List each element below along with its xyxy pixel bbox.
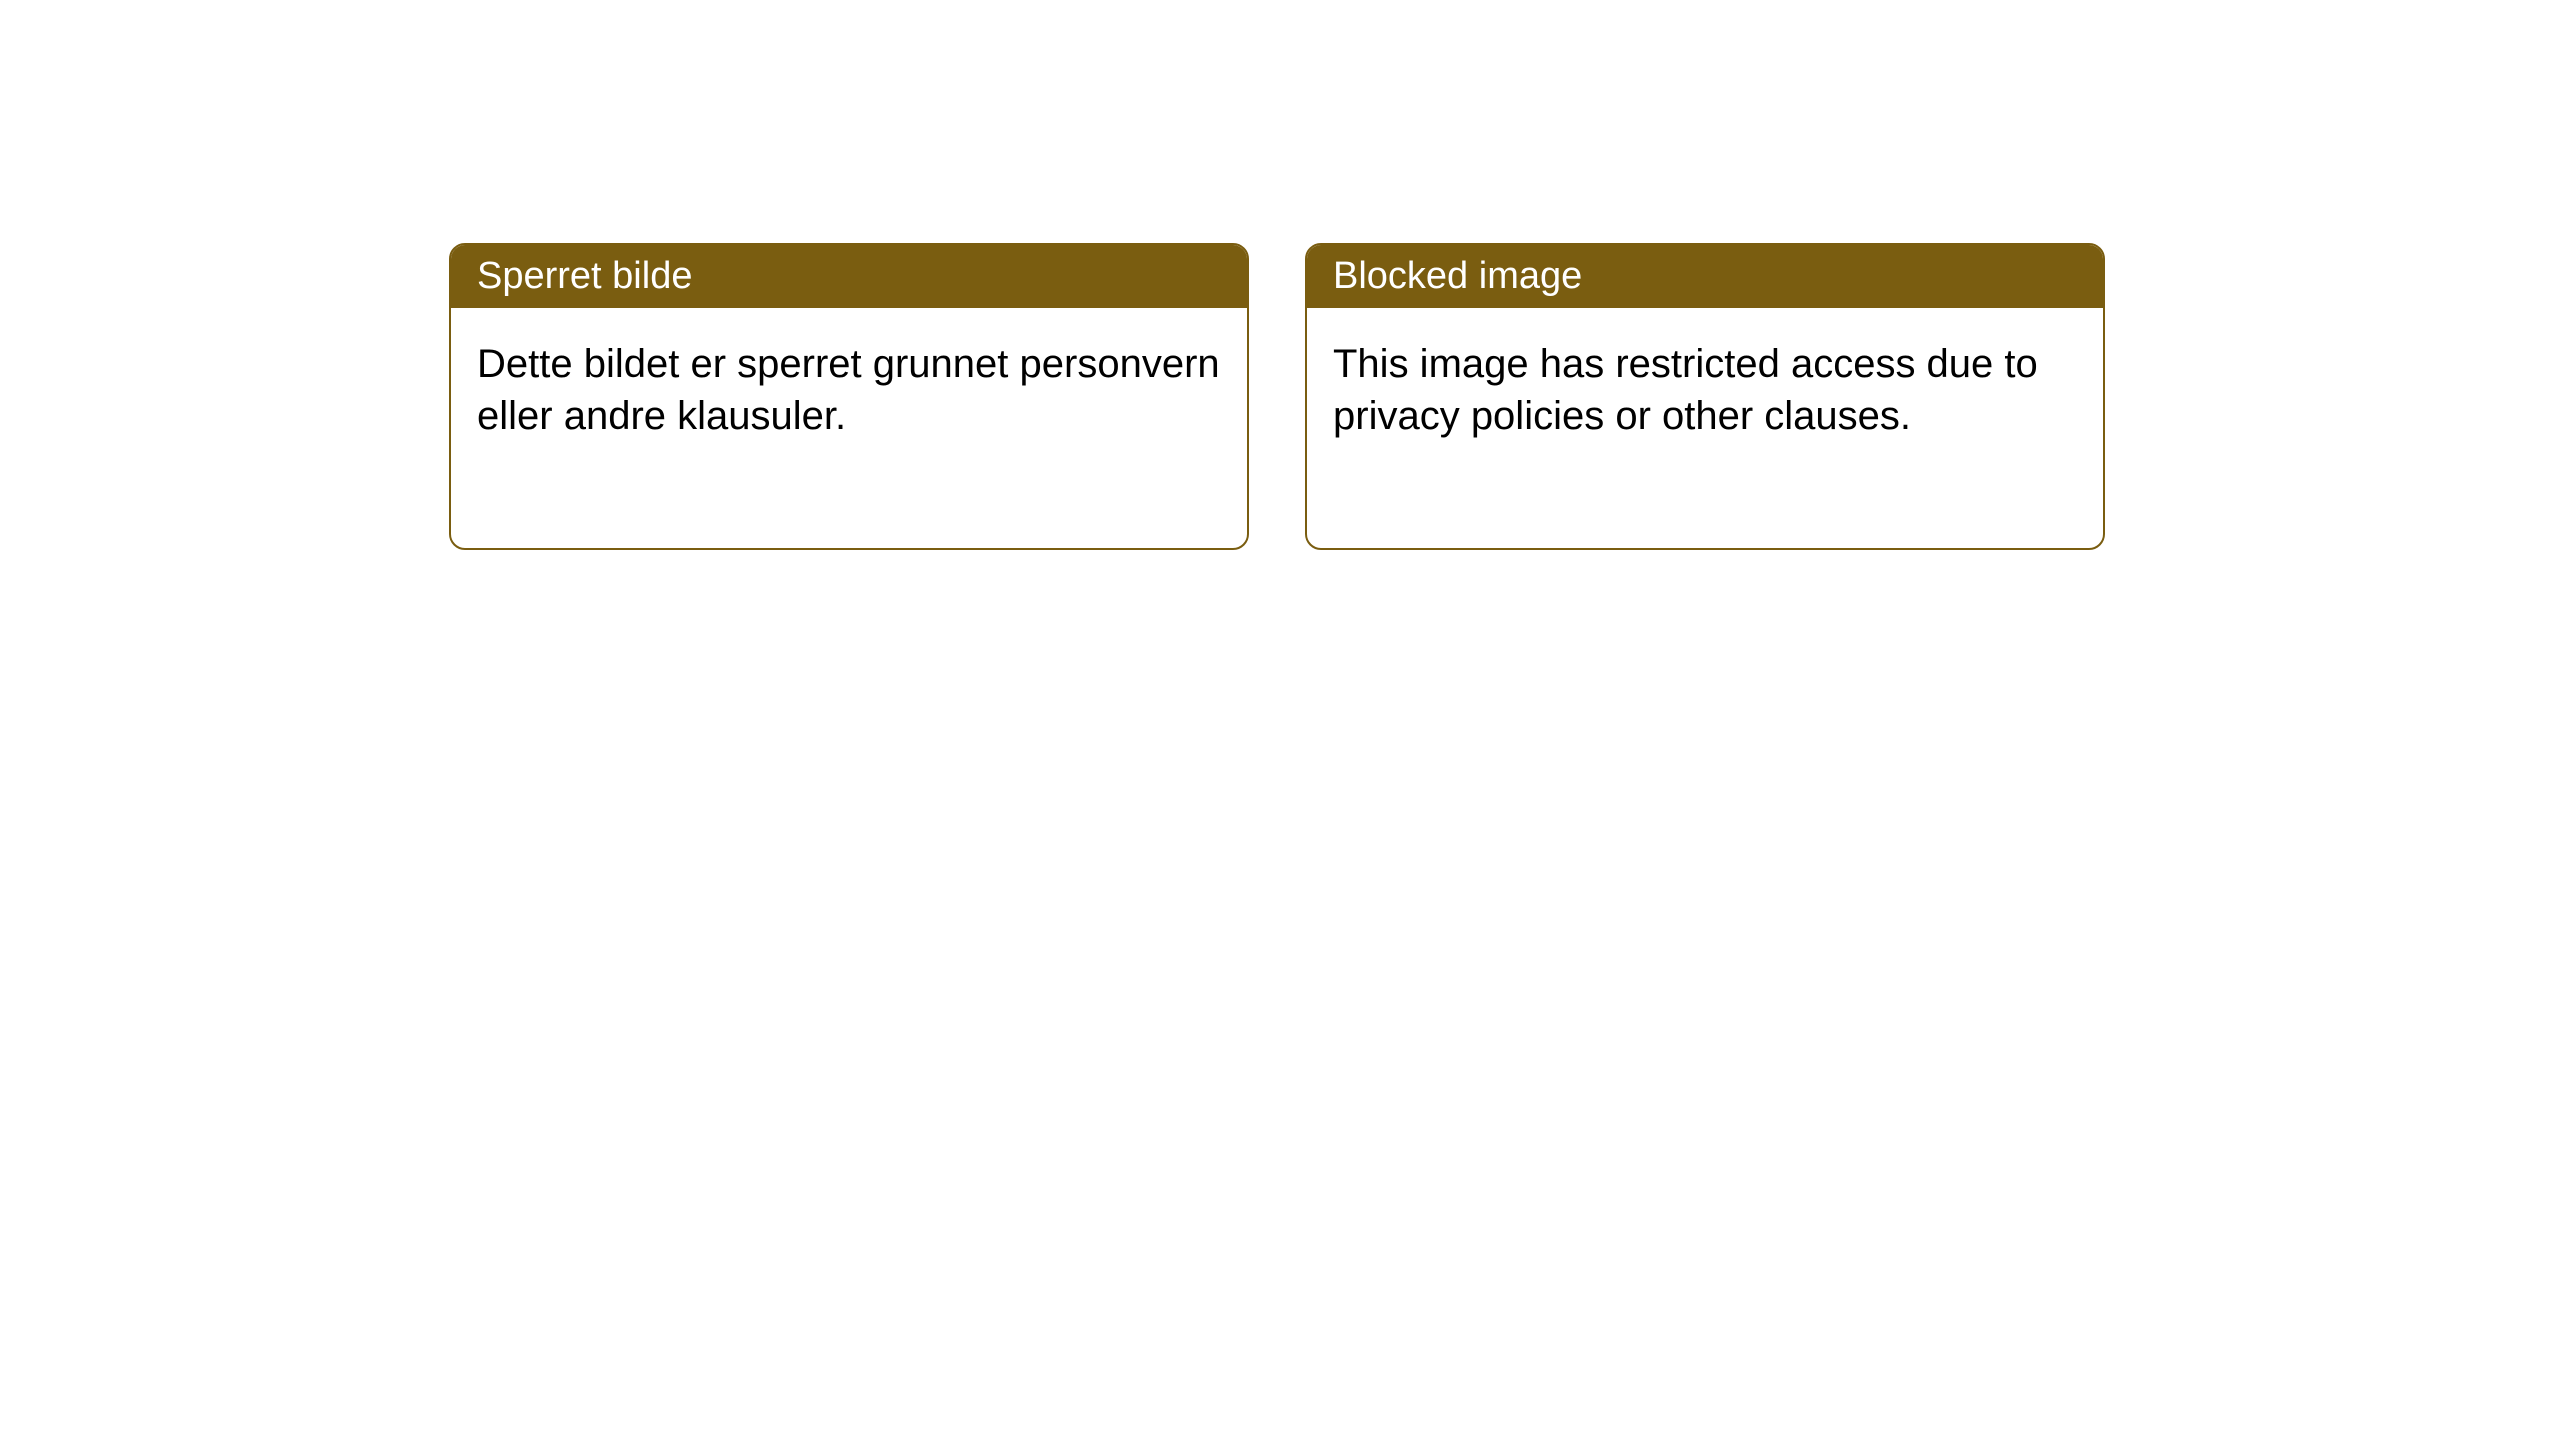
- notice-header-no: Sperret bilde: [451, 245, 1247, 308]
- notice-card-no: Sperret bilde Dette bildet er sperret gr…: [449, 243, 1249, 550]
- notice-title-en: Blocked image: [1333, 255, 1582, 297]
- notice-body-text-en: This image has restricted access due to …: [1333, 342, 2038, 438]
- notice-body-en: This image has restricted access due to …: [1307, 308, 2103, 548]
- notice-card-en: Blocked image This image has restricted …: [1305, 243, 2105, 550]
- notice-title-no: Sperret bilde: [477, 255, 692, 297]
- notice-body-text-no: Dette bildet er sperret grunnet personve…: [477, 342, 1220, 438]
- notice-header-en: Blocked image: [1307, 245, 2103, 308]
- notice-container: Sperret bilde Dette bildet er sperret gr…: [449, 243, 2105, 550]
- notice-body-no: Dette bildet er sperret grunnet personve…: [451, 308, 1247, 548]
